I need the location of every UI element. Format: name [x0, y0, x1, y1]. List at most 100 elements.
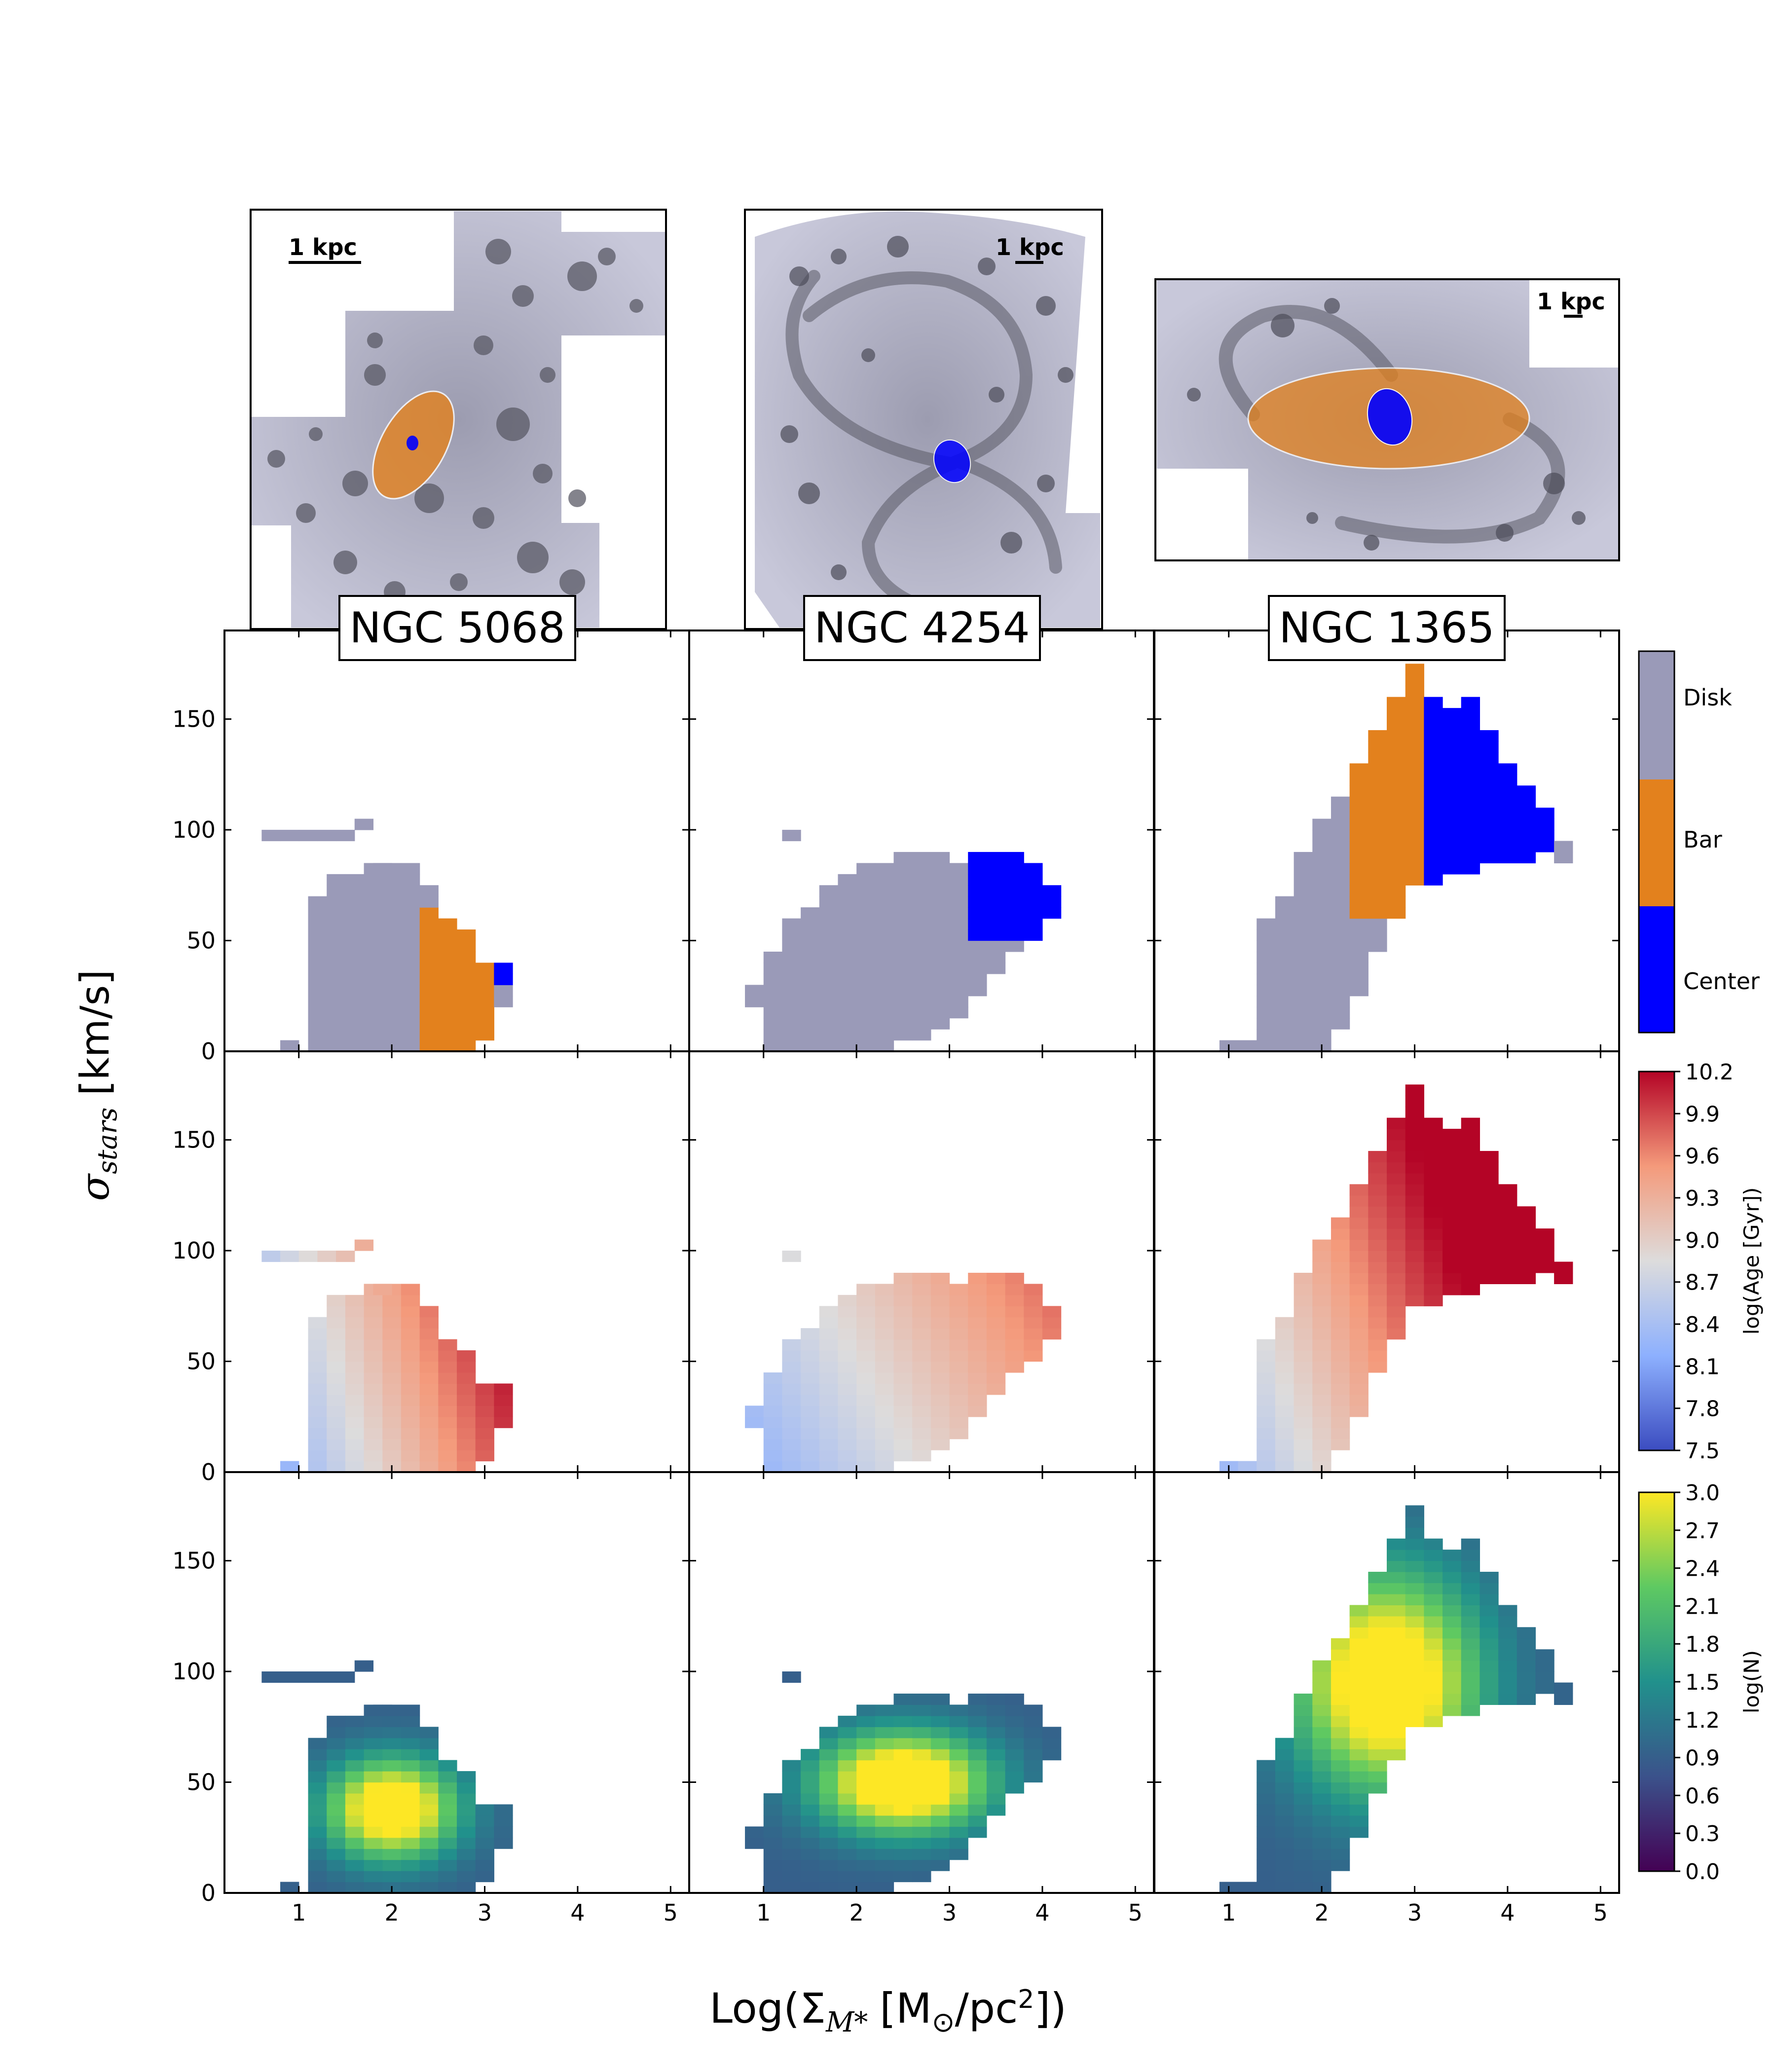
heatmap-cell — [1387, 1295, 1406, 1306]
heatmap-cell — [382, 1007, 402, 1019]
heatmap-cell — [364, 1749, 383, 1761]
heatmap-cell — [1349, 1727, 1369, 1739]
heatmap-cell — [949, 1317, 968, 1329]
heatmap-cell — [1424, 1627, 1443, 1639]
heatmap-cell — [893, 1350, 913, 1362]
heatmap-cell — [930, 907, 950, 919]
heatmap-cell — [1461, 1173, 1480, 1184]
heatmap-cell — [912, 1715, 931, 1727]
heatmap-cell — [1461, 1151, 1480, 1163]
heatmap-cell — [1294, 1837, 1313, 1849]
heatmap-cell — [819, 1849, 839, 1860]
heatmap-cell — [856, 940, 876, 952]
heatmap-cell — [345, 929, 365, 941]
region-label-disk: Disk — [1683, 684, 1732, 711]
heatmap-cell — [1312, 1682, 1332, 1694]
region-swatch-bar — [1639, 779, 1674, 906]
heatmap-cell — [1312, 951, 1332, 963]
heatmap-cell — [893, 1782, 913, 1794]
heatmap-cell — [949, 951, 968, 963]
heatmap-cell — [801, 985, 820, 997]
heatmap-cell — [986, 1317, 1006, 1329]
heatmap-cell — [364, 940, 383, 952]
heatmap-cell — [1331, 1859, 1350, 1871]
heatmap-cell — [1461, 752, 1480, 764]
heatmap-cell — [1349, 1272, 1369, 1284]
heatmap-cell — [1005, 1350, 1024, 1362]
heatmap-cell — [1349, 1649, 1369, 1661]
heatmap-cell — [912, 1760, 931, 1772]
heatmap-cell — [1331, 907, 1350, 919]
heatmap-cell — [494, 1837, 513, 1849]
panel-frame — [1153, 1471, 1620, 1894]
heatmap-cell — [345, 1760, 365, 1772]
heatmap-cell — [419, 1317, 439, 1329]
heatmap-cell — [327, 1406, 346, 1417]
heatmap-cell — [1349, 1815, 1369, 1827]
heatmap-cell — [912, 1849, 931, 1860]
heatmap-cell — [1480, 1228, 1499, 1240]
heatmap-cell — [1312, 1328, 1332, 1340]
heatmap-cell — [930, 985, 950, 997]
svg-text:σstars[km/s]: σstars[km/s] — [72, 969, 123, 1201]
heatmap-cell — [801, 1439, 820, 1450]
xlabel-close: ]) — [1034, 1984, 1067, 2033]
heatmap-cell — [912, 1394, 931, 1406]
heatmap-cell — [949, 1383, 968, 1395]
heatmap-cell — [1294, 1361, 1313, 1373]
heatmap-cell — [912, 885, 931, 897]
heatmap-cell — [327, 1383, 346, 1395]
heatmap-cell — [382, 1383, 402, 1395]
heatmap-cell — [345, 907, 365, 919]
heatmap-cell — [782, 1782, 801, 1794]
heatmap-cell — [1443, 1560, 1462, 1572]
heatmap-cell — [949, 1372, 968, 1384]
heatmap-cell — [327, 1328, 346, 1340]
heatmap-cell — [1405, 1162, 1424, 1174]
heatmap-cell — [1461, 1195, 1480, 1207]
heatmap-cell — [1387, 774, 1406, 786]
heatmap-cell — [1405, 1550, 1424, 1561]
heatmap-cell — [1312, 940, 1332, 952]
heatmap-cell — [1461, 1162, 1480, 1174]
heatmap-cell — [1461, 741, 1480, 753]
y-tick-label: 0 — [201, 1038, 216, 1065]
heatmap-cell — [1424, 1239, 1443, 1251]
heatmap-cell — [1517, 1251, 1536, 1262]
heatmap-cell — [345, 1428, 365, 1440]
heatmap-cell — [1480, 1616, 1499, 1628]
heatmap-cell — [419, 1859, 439, 1871]
heatmap-cell — [1480, 1693, 1499, 1705]
heatmap-cell — [457, 1361, 476, 1373]
heatmap-cell — [1517, 1682, 1536, 1694]
heatmap-cell — [782, 1251, 801, 1262]
heatmap-cell — [856, 1771, 876, 1783]
heatmap-cell — [327, 973, 346, 985]
heatmap-cell — [930, 1727, 950, 1739]
heatmap-cell — [1312, 1239, 1332, 1251]
heatmap-cell — [308, 1450, 327, 1462]
heatmap-cell — [1257, 1882, 1276, 1893]
heatmap-cell — [1368, 730, 1387, 742]
heatmap-cell — [1405, 730, 1424, 742]
x-tick-label: 3 — [478, 1899, 492, 1926]
heatmap-cell — [801, 1760, 820, 1772]
x-tick-label: 4 — [570, 1899, 585, 1926]
heatmap-cell — [763, 996, 782, 1007]
heatmap-cell — [1368, 1771, 1387, 1783]
heatmap-cell — [345, 1328, 365, 1340]
heatmap-cell — [1387, 1638, 1406, 1650]
heatmap-cell — [1498, 841, 1517, 852]
heatmap-cell — [1424, 1184, 1443, 1196]
heatmap-cell — [345, 1715, 365, 1727]
heatmap-cell — [1275, 907, 1295, 919]
heatmap-cell — [763, 1406, 782, 1417]
heatmap-cell — [457, 1439, 476, 1450]
heatmap-cell — [1461, 730, 1480, 742]
heatmap-cell — [893, 962, 913, 974]
heatmap-cell — [968, 1406, 987, 1417]
heatmap-cell — [763, 1029, 782, 1041]
heatmap-cell — [1387, 1627, 1406, 1639]
heatmap-cell — [986, 918, 1006, 930]
